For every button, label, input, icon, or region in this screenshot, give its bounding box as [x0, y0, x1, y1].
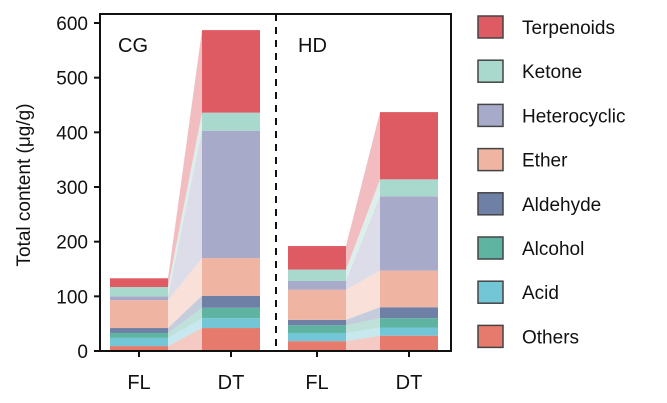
- flow-bands: [168, 30, 380, 351]
- legend-label: Acid: [522, 283, 559, 304]
- flow-band-alcohol: [168, 307, 202, 338]
- bar-segment-heterocyclic: [288, 281, 346, 290]
- legend-swatch: [477, 280, 504, 304]
- legend-item-others: Others: [477, 324, 579, 349]
- x-tick-label: DT: [396, 372, 423, 394]
- bar-segment-aldehyde: [288, 319, 346, 326]
- flow-band-heterocyclic: [346, 196, 380, 290]
- bar-segment-ether: [288, 289, 346, 320]
- flow-band-ketone: [346, 179, 380, 282]
- flow-band-acid: [346, 327, 380, 342]
- flow-band-ether: [346, 270, 380, 320]
- group-label-hd: HD: [298, 35, 327, 57]
- y-tick-label: 200: [56, 233, 88, 254]
- legend-label: Heterocyclic: [522, 106, 625, 127]
- legend-label: Ketone: [522, 62, 582, 83]
- bar-segment-ether: [110, 300, 168, 329]
- bar-segment-ether: [202, 258, 260, 296]
- y-axis-label: Total content (μg/g): [14, 103, 35, 266]
- y-tick-label: 600: [56, 14, 88, 35]
- legend-label: Ether: [522, 151, 568, 172]
- legend-item-alcohol: Alcohol: [477, 236, 584, 260]
- group-label-cg: CG: [118, 35, 148, 57]
- flow-band-acid: [168, 318, 202, 347]
- y-tick-label: 0: [77, 342, 88, 363]
- bar-segment-terpenoids: [110, 278, 168, 288]
- legend-swatch: [477, 59, 504, 83]
- bar-segment-aldehyde: [110, 328, 168, 333]
- flow-band-aldehyde: [168, 295, 202, 333]
- bar-segment-ketone: [380, 179, 438, 197]
- legend-swatch: [477, 15, 504, 39]
- bar-segment-aldehyde: [202, 295, 260, 308]
- x-tick-label: FL: [127, 372, 150, 394]
- flow-band-terpenoids: [346, 112, 380, 270]
- flow-band-ether: [168, 258, 202, 329]
- x-axis: FL DT FL DT: [127, 351, 422, 394]
- bar-segment-acid: [110, 337, 168, 347]
- bar-segment-ketone: [288, 269, 346, 282]
- flow-band-others: [168, 328, 202, 351]
- bar-segment-others: [380, 335, 438, 351]
- legend-swatch: [477, 103, 504, 128]
- flow-band-alcohol: [346, 318, 380, 333]
- flow-band-ketone: [168, 112, 202, 297]
- legend-swatch: [477, 192, 504, 216]
- legend-swatch: [477, 236, 504, 260]
- y-tick-label: 400: [56, 123, 88, 144]
- y-tick-label: 500: [56, 69, 88, 90]
- flow-band-terpenoids: [168, 30, 202, 288]
- x-tick-label: FL: [305, 372, 328, 394]
- bar-segment-others: [202, 328, 260, 351]
- bar-segment-heterocyclic: [110, 296, 168, 301]
- legend-label: Aldehyde: [522, 195, 601, 216]
- bar-segment-heterocyclic: [202, 130, 260, 259]
- legend-item-ether: Ether: [477, 147, 568, 172]
- y-axis: 0 100 200 300 400 500 600: [56, 14, 100, 363]
- legend-label: Others: [522, 327, 579, 348]
- bar-segment-alcohol: [380, 318, 438, 328]
- legend-item-heterocyclic: Heterocyclic: [477, 103, 625, 128]
- bar-segment-ketone: [202, 112, 260, 131]
- bar-segment-others: [110, 346, 168, 351]
- bar-segment-others: [288, 341, 346, 351]
- bar-segment-acid: [202, 318, 260, 329]
- bar-stacks: [110, 30, 438, 351]
- flow-band-heterocyclic: [168, 130, 202, 301]
- x-tick-label: DT: [218, 372, 245, 394]
- bar-segment-terpenoids: [288, 246, 346, 270]
- bar-segment-ketone: [110, 287, 168, 297]
- bar-segment-terpenoids: [380, 112, 438, 180]
- bar-segment-acid: [288, 332, 346, 342]
- bar-segment-heterocyclic: [380, 196, 438, 271]
- bar-segment-alcohol: [202, 307, 260, 319]
- bar-segment-terpenoids: [202, 30, 260, 113]
- legend-item-acid: Acid: [477, 280, 559, 304]
- flow-band-aldehyde: [346, 307, 380, 326]
- legend-swatch: [477, 324, 504, 349]
- flow-band-others: [346, 335, 380, 351]
- legend-item-terpenoids: Terpenoids: [477, 15, 615, 39]
- legend-swatch: [477, 147, 504, 172]
- legend-label: Alcohol: [522, 239, 584, 260]
- bar-segment-alcohol: [110, 332, 168, 338]
- y-tick-label: 100: [56, 287, 88, 308]
- bar-segment-acid: [380, 327, 438, 336]
- y-tick-label: 300: [56, 178, 88, 199]
- bar-segment-aldehyde: [380, 307, 438, 319]
- legend-item-ketone: Ketone: [477, 59, 582, 83]
- bar-segment-ether: [380, 270, 438, 308]
- bar-segment-alcohol: [288, 325, 346, 333]
- legend: Terpenoids Ketone Heterocyclic Ether Aldehyd…: [477, 15, 625, 349]
- legend-item-aldehyde: Aldehyde: [477, 192, 601, 216]
- legend-label: Terpenoids: [522, 18, 615, 39]
